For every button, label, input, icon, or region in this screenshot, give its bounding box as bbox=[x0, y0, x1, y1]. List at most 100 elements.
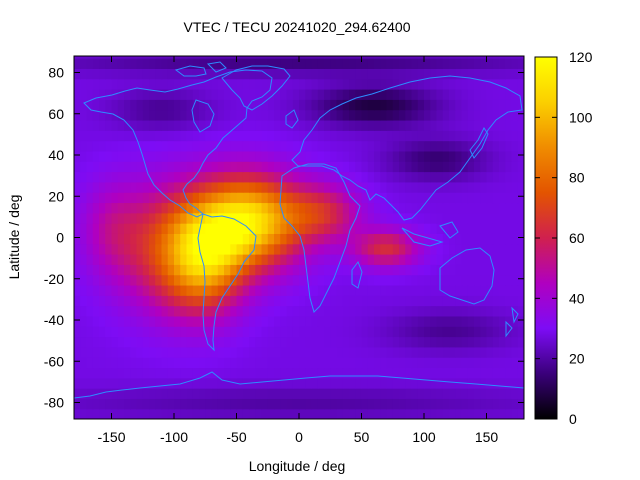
heat-cell bbox=[467, 223, 475, 234]
heat-cell bbox=[299, 192, 306, 204]
heat-cell bbox=[111, 346, 119, 358]
heat-cell bbox=[236, 326, 244, 338]
heat-cell bbox=[349, 367, 356, 379]
heat-cell bbox=[386, 254, 394, 265]
heat-cell bbox=[499, 357, 506, 369]
heat-cell bbox=[136, 150, 144, 162]
heat-cell bbox=[380, 388, 388, 399]
heat-cell bbox=[261, 274, 269, 286]
heat-cell bbox=[280, 89, 288, 100]
heat-cell bbox=[117, 223, 125, 234]
heat-cell bbox=[461, 130, 469, 142]
heat-cell bbox=[142, 284, 150, 296]
heat-cell bbox=[255, 264, 263, 276]
heat-cell bbox=[130, 212, 138, 224]
heat-cell bbox=[430, 202, 438, 214]
heat-cell bbox=[442, 150, 450, 162]
heat-cell bbox=[355, 78, 363, 90]
heat-cell bbox=[355, 274, 363, 286]
heat-cell bbox=[355, 295, 363, 307]
heat-cell bbox=[517, 89, 524, 100]
heat-cell bbox=[74, 161, 81, 173]
heat-cell bbox=[92, 56, 100, 59]
heat-cell bbox=[142, 68, 150, 80]
heat-cell bbox=[505, 119, 513, 131]
heat-cell bbox=[242, 295, 250, 307]
heat-cell bbox=[361, 336, 369, 348]
heat-cell bbox=[330, 58, 338, 69]
heat-cell bbox=[442, 305, 450, 317]
heat-cell bbox=[205, 89, 213, 100]
heat-cell bbox=[374, 68, 381, 80]
heat-cell bbox=[311, 326, 319, 338]
heat-cell bbox=[505, 398, 513, 410]
heat-cell bbox=[305, 181, 313, 193]
x-axis: -150 -100 -50 0 50 100 150 bbox=[97, 56, 498, 445]
heat-cell bbox=[386, 295, 394, 307]
heat-cell bbox=[492, 388, 500, 399]
heat-cell bbox=[292, 89, 300, 100]
heat-cell bbox=[305, 346, 313, 358]
heat-cell bbox=[405, 202, 413, 214]
heat-cell bbox=[411, 223, 419, 234]
heat-cell bbox=[461, 326, 469, 338]
heat-cell bbox=[324, 68, 331, 80]
heat-cell bbox=[292, 212, 300, 224]
heat-cell bbox=[342, 346, 350, 358]
heat-cell bbox=[505, 223, 513, 234]
heat-cell bbox=[149, 315, 156, 327]
heat-cell bbox=[424, 58, 431, 69]
heat-cell bbox=[236, 130, 244, 142]
heat-cell bbox=[92, 109, 100, 121]
heat-cell bbox=[286, 161, 294, 173]
heat-cell bbox=[217, 68, 225, 80]
heat-cell bbox=[142, 305, 150, 317]
heat-cell bbox=[80, 223, 88, 234]
heat-cell bbox=[211, 171, 219, 183]
heat-cell bbox=[230, 58, 238, 69]
heat-cell bbox=[342, 161, 350, 173]
heat-cell bbox=[374, 109, 381, 121]
heat-cell bbox=[117, 233, 125, 245]
heat-cell bbox=[399, 254, 406, 265]
heat-cell bbox=[274, 99, 281, 111]
heat-cell bbox=[367, 264, 375, 276]
heat-cell bbox=[142, 130, 150, 142]
heat-cell bbox=[111, 192, 119, 204]
heat-cell bbox=[467, 367, 475, 379]
heat-cell bbox=[436, 150, 444, 162]
heat-cell bbox=[449, 99, 456, 111]
heat-cell bbox=[367, 109, 375, 121]
heat-cell bbox=[124, 377, 131, 389]
heat-cell bbox=[336, 274, 344, 286]
heat-cell bbox=[505, 367, 513, 379]
heat-cell bbox=[367, 254, 375, 265]
heat-cell bbox=[474, 150, 481, 162]
heat-cell bbox=[517, 367, 524, 379]
heat-cell bbox=[92, 264, 100, 276]
heat-cell bbox=[161, 388, 169, 399]
heat-cell bbox=[355, 408, 363, 419]
heat-cell bbox=[161, 377, 169, 389]
heat-cell bbox=[161, 274, 169, 286]
heat-cell bbox=[499, 109, 506, 121]
heat-cell bbox=[267, 284, 275, 296]
heat-cell bbox=[92, 223, 100, 234]
heat-cell bbox=[467, 130, 475, 142]
heat-cell bbox=[186, 161, 194, 173]
heat-cell bbox=[405, 274, 413, 286]
heat-cell bbox=[242, 357, 250, 369]
heat-cell bbox=[105, 357, 113, 369]
heat-cell bbox=[336, 264, 344, 276]
heat-cell bbox=[380, 161, 388, 173]
heat-cell bbox=[86, 119, 94, 131]
heat-cell bbox=[324, 202, 331, 214]
heat-cell bbox=[236, 398, 244, 410]
heat-cell bbox=[167, 357, 175, 369]
heat-cell bbox=[255, 68, 263, 80]
heat-cell bbox=[142, 243, 150, 255]
heat-cell bbox=[424, 150, 431, 162]
heat-cell bbox=[455, 223, 463, 234]
heat-cell bbox=[167, 408, 175, 419]
heat-cell bbox=[311, 398, 319, 410]
